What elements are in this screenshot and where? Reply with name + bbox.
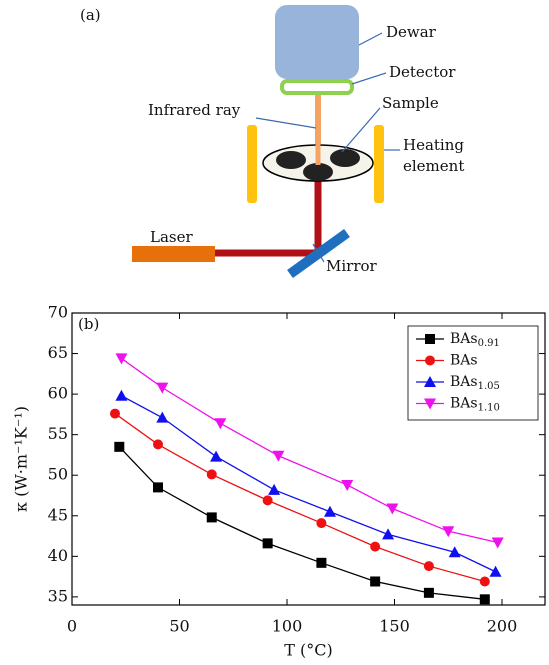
- x-tick-label: 200: [487, 617, 518, 636]
- marker: [386, 503, 399, 515]
- label: Mirror: [326, 257, 378, 275]
- label: Infrared ray: [148, 101, 241, 119]
- marker: [324, 505, 336, 517]
- marker: [272, 450, 285, 462]
- marker: [382, 528, 395, 540]
- label: element: [403, 157, 464, 175]
- series-line: [118, 446, 485, 600]
- series-line: [121, 357, 498, 544]
- marker: [370, 576, 381, 587]
- marker: [425, 355, 435, 366]
- y-tick-label: 35: [48, 586, 68, 605]
- marker: [424, 376, 436, 387]
- y-tick-label: 60: [48, 384, 68, 403]
- laser: [132, 246, 215, 262]
- x-tick-label: 50: [169, 617, 189, 636]
- series-line: [114, 413, 485, 583]
- label: Laser: [150, 228, 193, 246]
- series-line: [121, 395, 496, 573]
- legend-label: BAs1.05: [450, 374, 500, 392]
- marker: [316, 557, 327, 568]
- legend-label: BAs1.10: [450, 396, 500, 414]
- label: Heating: [403, 136, 464, 154]
- marker: [210, 450, 223, 462]
- y-tick-label: 40: [48, 546, 68, 565]
- marker: [110, 408, 120, 419]
- legend-name: BAs: [450, 396, 478, 412]
- x-tick-label: 100: [272, 617, 303, 636]
- y-tick-label: 65: [48, 343, 68, 362]
- y-tick-label: 45: [48, 505, 68, 524]
- chart: 0 50 100 150 200 35 40 45 50 55 60 65 70 (b) T (°C) κ (…: [12, 303, 546, 660]
- x-axis-label: T (°C): [284, 641, 332, 660]
- marker: [153, 439, 163, 450]
- marker: [491, 537, 504, 549]
- marker: [156, 382, 169, 394]
- x-tick-label: 0: [67, 617, 77, 636]
- pointers: [255, 32, 400, 263]
- legend-subscript: 0.91: [478, 338, 500, 349]
- marker: [341, 479, 354, 491]
- x-tick-label: 150: [379, 617, 410, 636]
- y-tick-label: 55: [48, 424, 68, 443]
- label: Sample: [382, 94, 439, 112]
- legend-subscript: 1.10: [478, 402, 500, 413]
- marker: [114, 441, 125, 452]
- marker: [115, 353, 128, 365]
- marker: [214, 418, 227, 430]
- marker: [262, 538, 273, 549]
- marker: [156, 411, 169, 423]
- legend-subscript: 1.05: [478, 381, 500, 392]
- marker: [268, 483, 281, 495]
- detector: [280, 79, 354, 95]
- marker: [423, 587, 434, 598]
- label: Dewar: [386, 23, 437, 41]
- marker: [489, 565, 502, 577]
- label: Detector: [389, 63, 456, 81]
- panel-label: (b): [78, 315, 99, 333]
- marker: [206, 469, 217, 480]
- legend-name: BAs: [450, 374, 478, 390]
- y-tick-label: 50: [48, 465, 68, 484]
- sample: [330, 149, 360, 167]
- legend-name: BAs: [450, 331, 478, 347]
- heater: [374, 125, 384, 203]
- y-tick-label: 70: [48, 303, 68, 322]
- legend-label: BAs: [450, 353, 478, 369]
- marker: [424, 398, 436, 410]
- sample: [276, 151, 306, 169]
- marker: [115, 389, 128, 401]
- dewar: [275, 5, 359, 79]
- legend-label: BAs0.91: [450, 331, 500, 349]
- diagram: (a) Dewar Detector Infrared ray Sample H…: [80, 5, 464, 279]
- sample: [303, 163, 333, 181]
- panel-label: (a): [80, 6, 101, 24]
- heater: [247, 125, 257, 203]
- marker: [316, 518, 327, 529]
- marker: [479, 594, 490, 605]
- plot-frame: [71, 312, 546, 606]
- y-axis-label: κ (W·m⁻¹K⁻¹): [12, 406, 31, 512]
- marker: [153, 482, 163, 493]
- marker: [448, 546, 461, 558]
- marker: [425, 334, 435, 344]
- marker: [442, 526, 455, 538]
- marker: [423, 561, 434, 572]
- legend-name: BAs: [450, 353, 478, 369]
- marker: [206, 512, 217, 523]
- marker: [262, 495, 273, 506]
- marker: [479, 576, 490, 587]
- marker: [370, 541, 381, 552]
